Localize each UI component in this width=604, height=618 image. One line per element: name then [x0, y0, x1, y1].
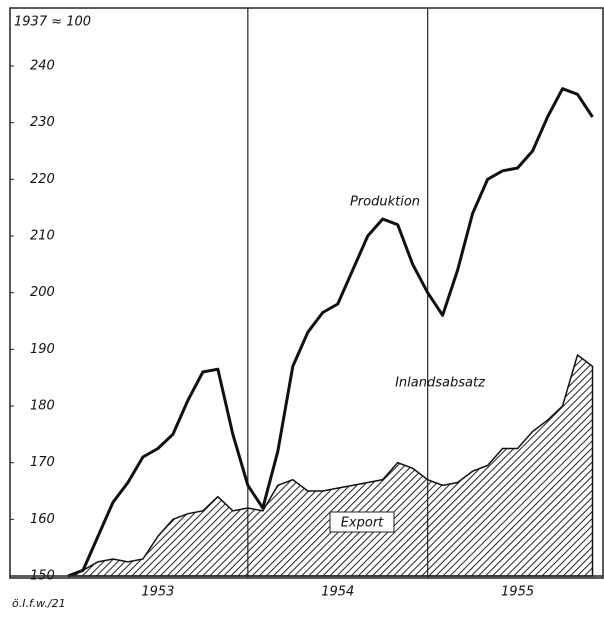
chart-title: 1937 ≈ 100 [14, 15, 91, 30]
series-label: Produktion [350, 195, 420, 210]
x-tick-label: 1953 [141, 585, 174, 600]
y-tick-label: 190 [30, 342, 55, 357]
area [67, 353, 594, 577]
y-tick-label: 220 [30, 172, 55, 187]
x-tick-label: 1955 [501, 585, 534, 600]
y-tick-label: 240 [30, 59, 55, 74]
y-tick-label: 210 [30, 229, 55, 244]
y-tick-label: 230 [30, 115, 55, 130]
area-label: Export [341, 516, 384, 531]
series-label: Inlandsabsatz [395, 376, 486, 391]
y-tick-label: 180 [30, 399, 55, 414]
y-tick-label: 160 [30, 512, 55, 527]
label-box [329, 511, 395, 533]
y-tick-label: 170 [30, 455, 55, 470]
source: ö.I.f.w./21 [12, 597, 66, 610]
y-tick-label: 200 [30, 285, 55, 300]
line [67, 87, 594, 578]
x-tick-label: 1954 [321, 585, 354, 600]
